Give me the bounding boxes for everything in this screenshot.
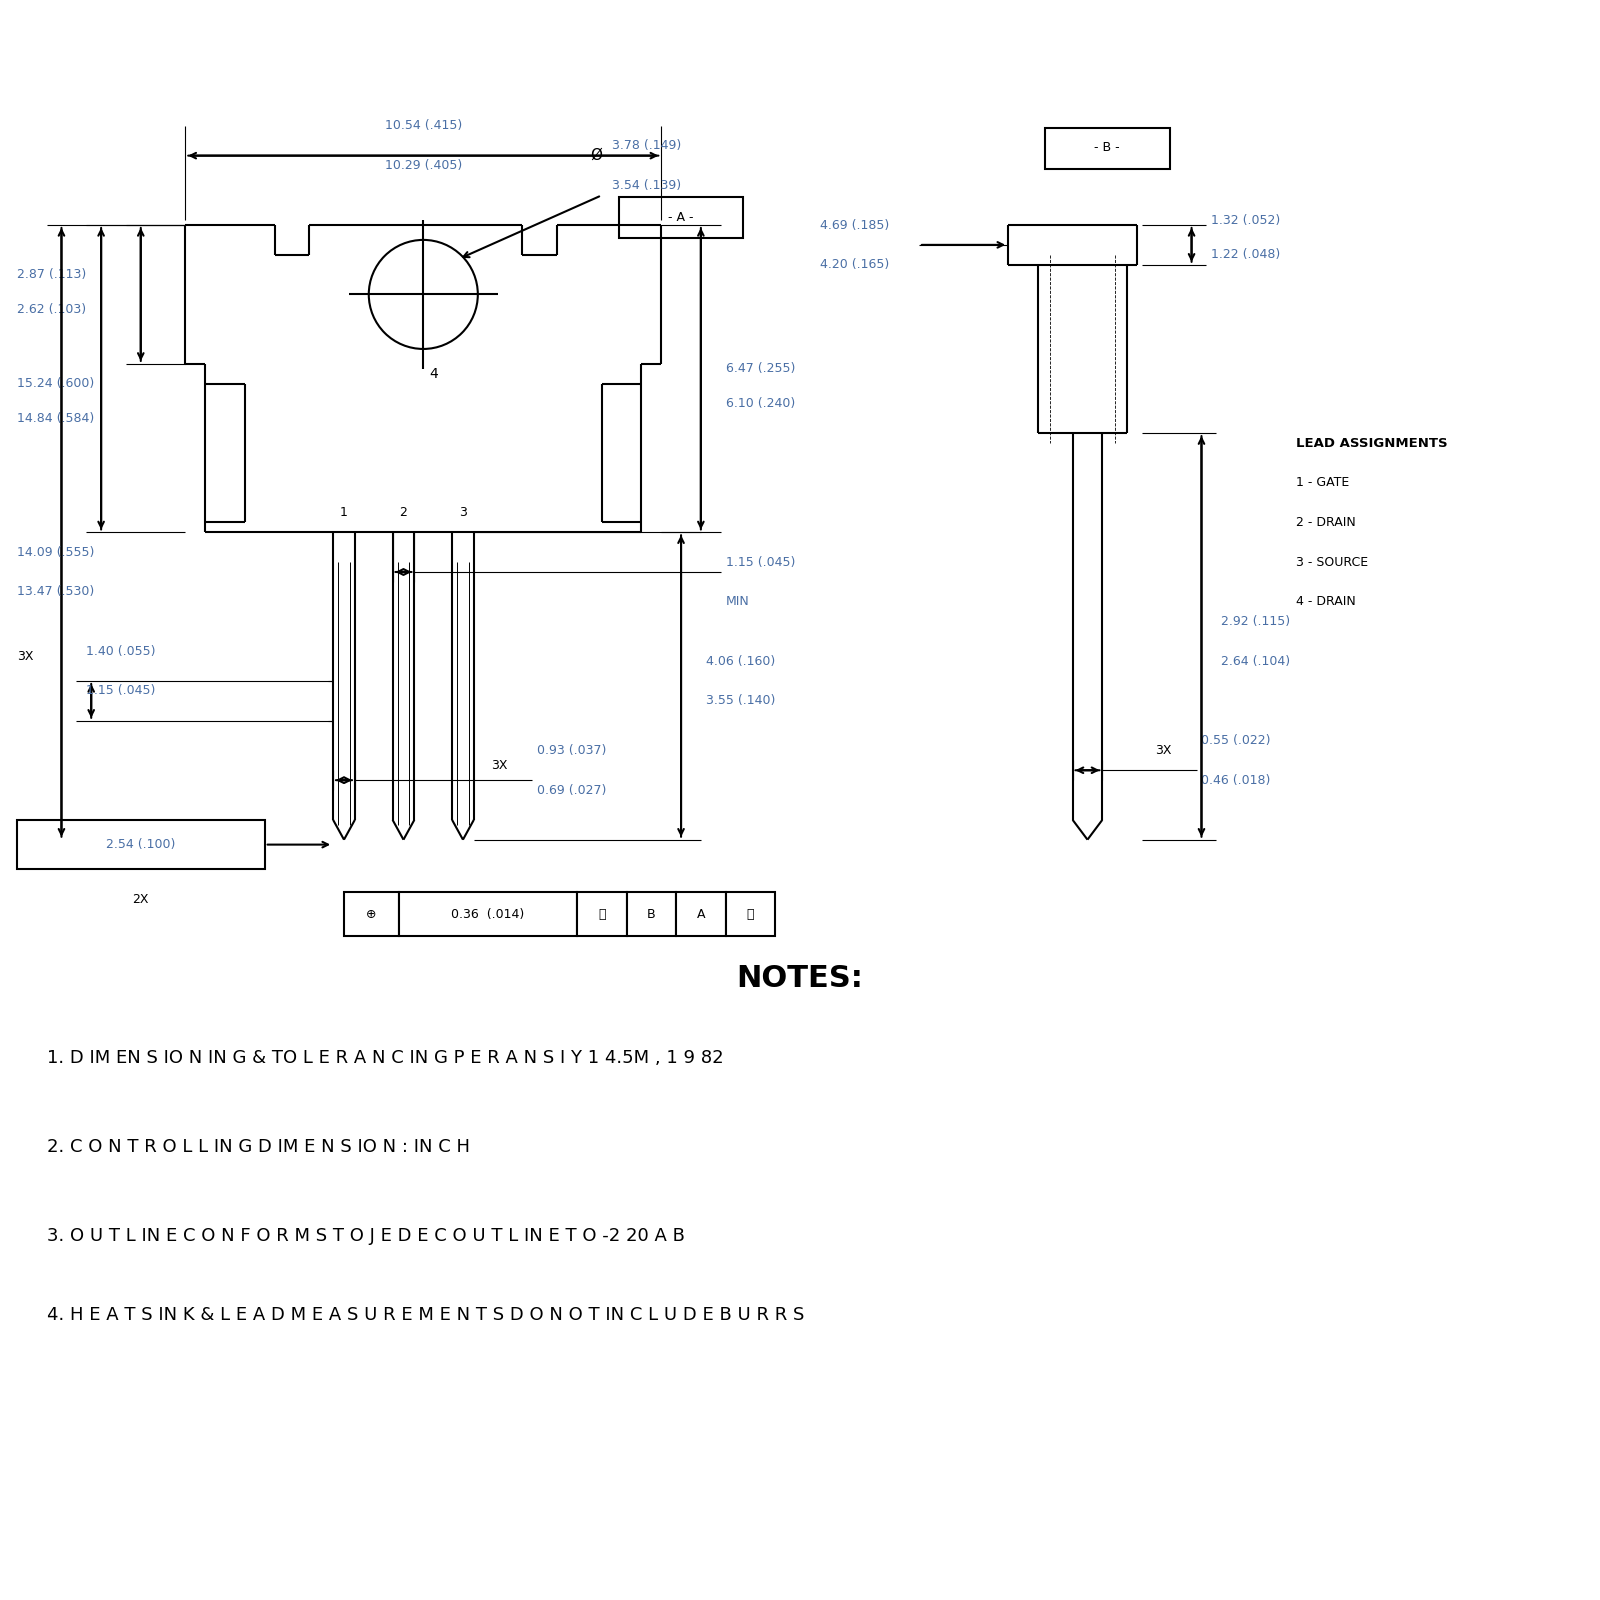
- Text: 1. D IM EN S IO N IN G & TO L E R A N C IN G P E R A N S I Y 1 4.5M , 1 9 82: 1. D IM EN S IO N IN G & TO L E R A N C …: [46, 1048, 723, 1067]
- Bar: [677, 891, 726, 936]
- Text: 1.40 (.055): 1.40 (.055): [86, 645, 155, 658]
- Text: ⊕: ⊕: [366, 907, 376, 920]
- Text: 3.55 (.140): 3.55 (.140): [706, 694, 774, 707]
- Text: 1.15 (.045): 1.15 (.045): [726, 555, 795, 568]
- Text: Ⓜ: Ⓜ: [598, 907, 605, 920]
- Bar: [398, 891, 578, 936]
- Text: 3.54 (.139): 3.54 (.139): [611, 179, 680, 192]
- Text: 2.87 (.113): 2.87 (.113): [18, 269, 86, 282]
- Text: 3.78 (.149): 3.78 (.149): [611, 139, 682, 152]
- Text: 1.22 (.048): 1.22 (.048): [1211, 248, 1280, 261]
- Text: 4.69 (.185): 4.69 (.185): [819, 219, 890, 232]
- Text: 13.47 (.530): 13.47 (.530): [18, 586, 94, 598]
- Text: B: B: [646, 907, 656, 920]
- Text: 2: 2: [400, 506, 408, 518]
- Text: 2.92 (.115): 2.92 (.115): [1221, 614, 1291, 629]
- Text: 3X: 3X: [1155, 744, 1171, 757]
- Text: 2 - DRAIN: 2 - DRAIN: [1296, 515, 1355, 530]
- Text: A: A: [696, 907, 706, 920]
- Text: 2.64 (.104): 2.64 (.104): [1221, 654, 1291, 667]
- Text: 2.54 (.100): 2.54 (.100): [106, 838, 176, 851]
- Text: 6.10 (.240): 6.10 (.240): [726, 397, 795, 410]
- Text: 6.47 (.255): 6.47 (.255): [726, 362, 795, 376]
- Bar: [344, 891, 398, 936]
- FancyBboxPatch shape: [1045, 128, 1170, 168]
- Text: 1: 1: [341, 506, 347, 518]
- Bar: [726, 891, 776, 936]
- Text: 0.36  (.014): 0.36 (.014): [451, 907, 525, 920]
- Text: 4. H E A T S IN K & L E A D M E A S U R E M E N T S D O N O T IN C L U D E B U R: 4. H E A T S IN K & L E A D M E A S U R …: [46, 1307, 803, 1325]
- Text: 14.84 (.584): 14.84 (.584): [18, 411, 94, 426]
- Text: 2X: 2X: [133, 893, 149, 906]
- Text: 10.29 (.405): 10.29 (.405): [384, 158, 462, 173]
- Text: 1 - GATE: 1 - GATE: [1296, 477, 1349, 490]
- Text: 0.69 (.027): 0.69 (.027): [538, 784, 606, 797]
- Text: 10.54 (.415): 10.54 (.415): [384, 120, 462, 133]
- Text: 14.09 (.555): 14.09 (.555): [18, 546, 94, 558]
- Text: 1.15 (.045): 1.15 (.045): [86, 685, 155, 698]
- Text: 3: 3: [459, 506, 467, 518]
- Text: 3. O U T L IN E C O N F O R M S T O J E D E C O U T L IN E T O -2 20 A B: 3. O U T L IN E C O N F O R M S T O J E …: [46, 1227, 685, 1245]
- Text: 0.93 (.037): 0.93 (.037): [538, 744, 606, 757]
- Text: Ⓜ: Ⓜ: [747, 907, 754, 920]
- Text: 3 - SOURCE: 3 - SOURCE: [1296, 555, 1368, 568]
- Text: 4.06 (.160): 4.06 (.160): [706, 654, 774, 667]
- Text: 4: 4: [429, 366, 437, 381]
- Text: 2.62 (.103): 2.62 (.103): [18, 302, 86, 315]
- Text: 0.46 (.018): 0.46 (.018): [1202, 774, 1270, 787]
- Text: 0.55 (.022): 0.55 (.022): [1202, 734, 1270, 747]
- Text: 4.20 (.165): 4.20 (.165): [819, 258, 890, 270]
- Bar: [18, 819, 264, 869]
- Text: NOTES:: NOTES:: [736, 963, 864, 994]
- Text: 15.24 (.600): 15.24 (.600): [18, 378, 94, 390]
- Bar: [578, 891, 627, 936]
- Text: LEAD ASSIGNMENTS: LEAD ASSIGNMENTS: [1296, 437, 1448, 450]
- FancyBboxPatch shape: [619, 197, 744, 238]
- Bar: [627, 891, 677, 936]
- Text: MIN: MIN: [726, 595, 749, 608]
- Text: 2. C O N T R O L L IN G D IM E N S IO N : IN C H: 2. C O N T R O L L IN G D IM E N S IO N …: [46, 1138, 469, 1155]
- Text: Ø: Ø: [590, 149, 602, 163]
- Text: 3X: 3X: [491, 758, 507, 771]
- Text: - A -: - A -: [669, 211, 694, 224]
- Text: 3X: 3X: [18, 650, 34, 662]
- Text: 1.32 (.052): 1.32 (.052): [1211, 213, 1280, 227]
- Text: - B -: - B -: [1094, 141, 1120, 154]
- Text: 4 - DRAIN: 4 - DRAIN: [1296, 595, 1355, 608]
